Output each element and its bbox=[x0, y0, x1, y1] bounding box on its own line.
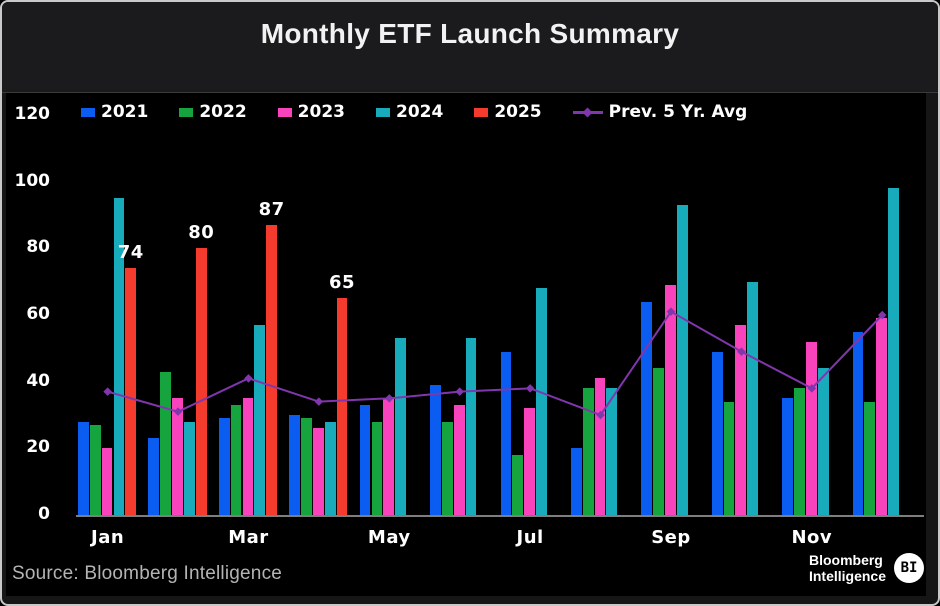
legend-label: 2022 bbox=[199, 102, 247, 122]
legend-label: 2023 bbox=[297, 102, 345, 122]
bi-badge-icon: BI bbox=[894, 553, 924, 583]
logo-line1: Bloomberg bbox=[808, 552, 883, 568]
bar-2022-feb bbox=[160, 371, 172, 515]
bar-2024-jul bbox=[536, 288, 547, 515]
bar-2021-apr bbox=[289, 415, 301, 515]
bloomberg-intelligence-logo: Bloomberg Intelligence BI bbox=[809, 552, 924, 584]
x-tick-label-jan: Jan bbox=[91, 527, 125, 548]
y-tick-label: 0 bbox=[38, 504, 50, 524]
bar-2021-feb bbox=[148, 438, 160, 515]
bar-2021-aug bbox=[570, 448, 582, 515]
legend-swatch-icon bbox=[572, 107, 603, 118]
bar-2024-may bbox=[395, 338, 407, 515]
bar-2025-mar bbox=[266, 225, 278, 515]
bar-2021-jan bbox=[78, 421, 89, 515]
legend-swatch-icon bbox=[179, 108, 194, 117]
bar-2022-jan bbox=[89, 425, 101, 515]
bar-value-label: 74 bbox=[117, 242, 144, 264]
legend-item-2021: 2021 bbox=[81, 102, 148, 122]
y-tick-label: 60 bbox=[26, 304, 50, 324]
y-tick-label: 80 bbox=[26, 237, 50, 258]
x-tick-label-nov: Nov bbox=[791, 527, 833, 548]
bar-2024-jun bbox=[465, 338, 477, 515]
legend: 2021 2022 2023 2024 2025 Prev. 5 Yr. Avg bbox=[81, 102, 747, 122]
bar-2023-sep bbox=[665, 285, 676, 515]
bar-2022-oct bbox=[723, 401, 735, 515]
bar-2023-may bbox=[383, 398, 395, 515]
y-tick-label: 100 bbox=[14, 170, 51, 191]
bar-2024-dec bbox=[888, 188, 899, 515]
bar-2023-jun bbox=[453, 405, 465, 515]
bar-2023-dec bbox=[876, 318, 888, 515]
y-tick-label: 40 bbox=[26, 370, 50, 391]
bar-2023-nov bbox=[805, 341, 817, 515]
bar-2022-sep bbox=[653, 368, 664, 515]
x-tick-label-sep: Sep bbox=[651, 527, 691, 548]
logo-text: Bloomberg Intelligence bbox=[809, 552, 886, 584]
legend-item-2024: 2024 bbox=[375, 102, 444, 122]
bar-2023-oct bbox=[735, 325, 747, 515]
legend-label: Prev. 5 Yr. Avg bbox=[608, 102, 748, 122]
bar-value-label: 65 bbox=[329, 272, 356, 294]
legend-swatch-icon bbox=[277, 108, 292, 117]
bar-2022-jun bbox=[441, 421, 453, 515]
bar-2021-may bbox=[359, 405, 371, 515]
bar-2021-nov bbox=[782, 398, 793, 515]
bar-2023-jul bbox=[524, 408, 536, 515]
bar-2022-jul bbox=[512, 455, 524, 515]
bar-2025-apr bbox=[336, 298, 348, 515]
bar-2023-feb bbox=[172, 398, 183, 515]
x-tick-label-may: May bbox=[367, 527, 411, 548]
legend-item-prev-5-yr-avg: Prev. 5 Yr. Avg bbox=[572, 102, 748, 122]
legend-item-2025: 2025 bbox=[474, 102, 542, 122]
bar-2023-apr bbox=[312, 428, 324, 515]
bar-2024-sep bbox=[676, 205, 688, 515]
bar-2024-oct bbox=[747, 281, 759, 515]
legend-swatch-icon bbox=[81, 108, 95, 117]
bar-2024-apr bbox=[324, 421, 336, 515]
bar-value-label: 80 bbox=[188, 222, 215, 244]
y-tick-label: 20 bbox=[26, 437, 50, 458]
bar-2021-oct bbox=[711, 351, 723, 515]
bar-2024-feb bbox=[183, 421, 195, 515]
bar-2025-jan bbox=[125, 268, 137, 515]
bar-2024-nov bbox=[817, 368, 829, 515]
bar-2021-sep bbox=[641, 301, 653, 515]
legend-label: 2021 bbox=[101, 102, 149, 122]
bar-2021-mar bbox=[218, 418, 230, 515]
source-caption: Source: Bloomberg Intelligence bbox=[12, 563, 283, 584]
bar-2022-apr bbox=[301, 418, 312, 515]
bar-2021-dec bbox=[852, 331, 864, 515]
bar-2021-jul bbox=[500, 351, 512, 515]
bar-2022-mar bbox=[230, 405, 242, 515]
legend-item-2023: 2023 bbox=[277, 102, 345, 122]
bar-2024-aug bbox=[606, 388, 618, 515]
x-axis-line bbox=[76, 515, 924, 517]
bar-2022-may bbox=[371, 421, 383, 515]
bar-2025-feb bbox=[195, 248, 207, 515]
legend-label: 2024 bbox=[395, 102, 444, 122]
legend-item-2022: 2022 bbox=[179, 102, 247, 122]
x-tick-label-mar: Mar bbox=[228, 527, 269, 548]
bar-2023-mar bbox=[242, 398, 254, 515]
legend-swatch-icon bbox=[474, 108, 489, 117]
bar-2022-nov bbox=[794, 388, 805, 515]
legend-label: 2025 bbox=[494, 102, 542, 122]
bar-2022-dec bbox=[864, 401, 876, 515]
bar-2023-aug bbox=[594, 378, 606, 515]
bar-2021-jun bbox=[430, 385, 441, 515]
bar-2022-aug bbox=[582, 388, 594, 515]
bar-value-label: 87 bbox=[258, 199, 285, 220]
bar-2024-mar bbox=[254, 325, 266, 515]
x-tick-label-jul: Jul bbox=[516, 527, 544, 548]
chart-title: Monthly ETF Launch Summary bbox=[260, 18, 680, 49]
bar-2023-jan bbox=[101, 448, 113, 515]
logo-line2: Intelligence bbox=[808, 568, 886, 584]
chart-header: Monthly ETF Launch Summary bbox=[2, 2, 938, 93]
legend-swatch-icon bbox=[375, 108, 390, 117]
y-tick-label: 120 bbox=[14, 104, 51, 124]
